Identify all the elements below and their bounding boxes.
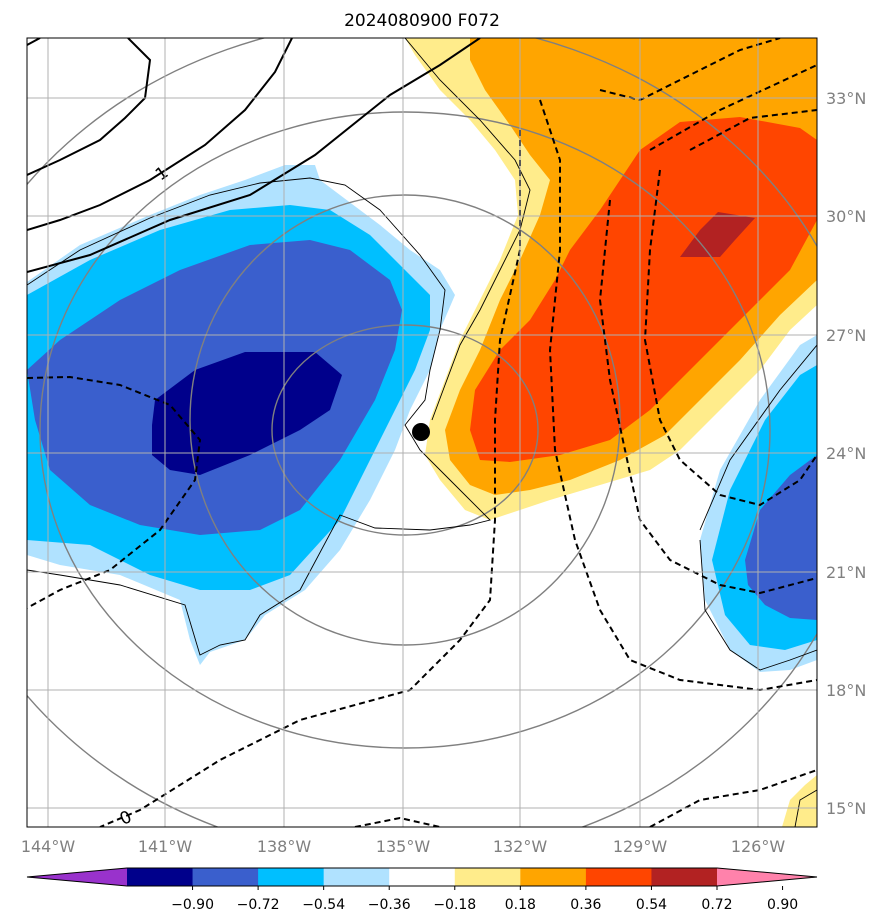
colorbar-segment bbox=[192, 868, 259, 886]
lat-label: 24°N bbox=[826, 444, 866, 463]
colorbar-segment bbox=[127, 868, 194, 886]
colorbar-segment bbox=[258, 868, 325, 886]
gray-contours bbox=[27, 38, 817, 827]
colorbar-outline bbox=[26, 867, 818, 887]
map-title: 2024080900 F072 bbox=[344, 11, 500, 31]
lat-label: 27°N bbox=[826, 326, 866, 345]
colorbar-tick-label: 0.54 bbox=[636, 897, 667, 913]
colorbar-tick-label: −0.72 bbox=[237, 897, 280, 913]
colorbar-tick-label: −0.18 bbox=[433, 897, 476, 913]
colorbar-tick-label: 0.18 bbox=[505, 897, 536, 913]
lon-label: 144°W bbox=[21, 837, 76, 856]
storm-center-marker bbox=[412, 423, 430, 441]
colorbar-segment bbox=[651, 868, 718, 886]
colorbar-segment bbox=[454, 868, 521, 886]
colorbar-segment bbox=[389, 868, 456, 886]
map-frame bbox=[26, 37, 818, 828]
negative-anomaly-west bbox=[27, 165, 455, 665]
map-area: 1 0 bbox=[27, 38, 817, 827]
lat-label: 18°N bbox=[826, 681, 866, 700]
colorbar: −0.90 −0.72 −0.54 −0.36 −0.18 0.18 0.36 0.54 0.7… bbox=[26, 867, 818, 913]
lon-label: 132°W bbox=[493, 837, 548, 856]
lon-label: 138°W bbox=[257, 837, 312, 856]
lon-label: 126°W bbox=[731, 837, 786, 856]
lat-label: 15°N bbox=[826, 799, 866, 818]
lat-label: 30°N bbox=[826, 207, 866, 226]
lon-label: 135°W bbox=[376, 837, 431, 856]
graticule bbox=[27, 38, 817, 827]
colorbar-extend-max bbox=[717, 868, 817, 886]
colorbar-tick-label: 0.90 bbox=[767, 897, 798, 913]
solid-contours bbox=[27, 38, 481, 273]
lon-label: 141°W bbox=[138, 837, 193, 856]
colorbar-tick-label: −0.90 bbox=[171, 897, 214, 913]
longitude-labels: 144°W 141°W 138°W 135°W 132°W 129°W 126°… bbox=[21, 837, 786, 856]
colorbar-tick-label: −0.54 bbox=[302, 897, 345, 913]
colorbar-tick-label: −0.36 bbox=[368, 897, 411, 913]
lat-label: 21°N bbox=[826, 563, 866, 582]
colorbar-segment bbox=[520, 868, 587, 886]
colorbar-tick-label: 0.36 bbox=[570, 897, 601, 913]
lat-label: 33°N bbox=[826, 89, 866, 108]
latitude-labels: 33°N 30°N 27°N 24°N 21°N 18°N 15°N bbox=[826, 89, 866, 818]
colorbar-tick-label: 0.72 bbox=[701, 897, 732, 913]
colorbar-segment bbox=[585, 868, 652, 886]
positive-anomaly bbox=[405, 38, 817, 827]
colorbar-extend-min bbox=[27, 868, 127, 886]
lon-label: 129°W bbox=[613, 837, 668, 856]
colorbar-segment bbox=[323, 868, 390, 886]
